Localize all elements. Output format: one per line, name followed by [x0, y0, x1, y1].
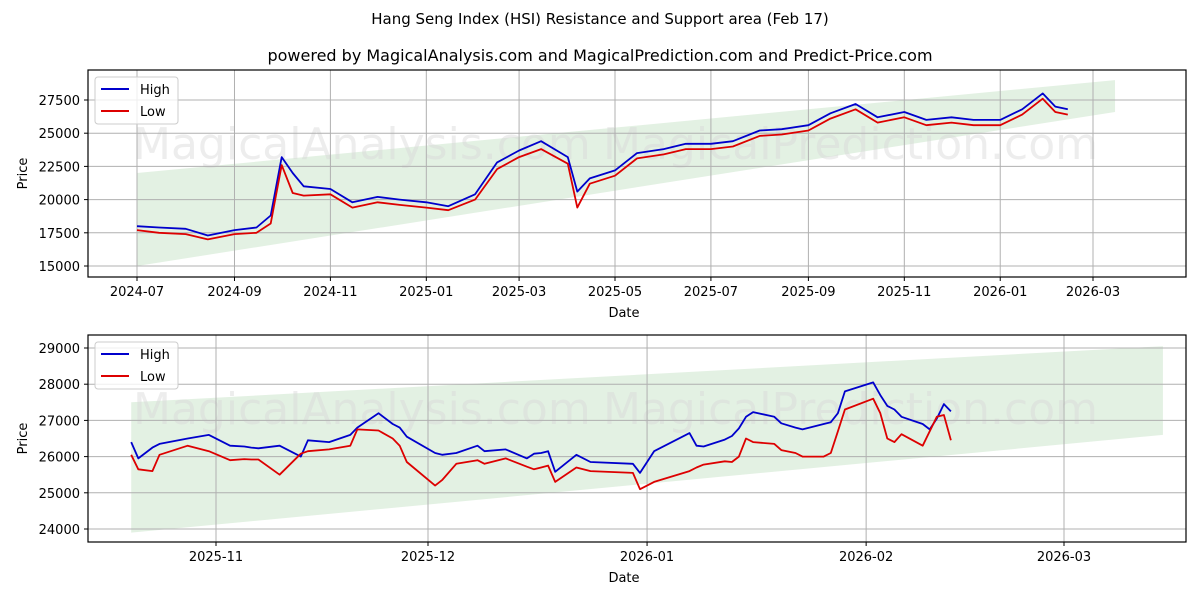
x-tick-label: 2025-01 [399, 285, 453, 300]
legend-label-high: High [140, 348, 170, 363]
x-tick-label: 2025-05 [588, 285, 642, 300]
support-resistance-band [137, 80, 1116, 266]
x-tick-label: 2026-01 [973, 285, 1027, 300]
y-tick-label: 17500 [39, 227, 80, 242]
legend-label-high: High [140, 83, 170, 98]
x-tick-label: 2026-03 [1037, 550, 1091, 565]
watermark: MagicalPrediction.com [603, 119, 1098, 170]
y-tick-label: 27000 [39, 414, 80, 429]
x-tick-label: 2025-07 [684, 285, 738, 300]
x-tick-label: 2025-11 [877, 285, 931, 300]
watermark: MagicalPrediction.com [603, 384, 1098, 435]
y-tick-label: 24000 [39, 523, 80, 538]
legend: High Low [94, 76, 179, 125]
x-tick-label: 2024-07 [110, 285, 164, 300]
y-tick-label: 22500 [39, 160, 80, 175]
y-tick-label: 25000 [39, 487, 80, 502]
x-tick-label: 2025-09 [781, 285, 835, 300]
y-axis-label: Price [16, 158, 31, 190]
axes-frame [87, 334, 1187, 543]
chart-title: Hang Seng Index (HSI) Resistance and Sup… [371, 10, 829, 28]
x-tick-label: 2024-09 [207, 285, 261, 300]
watermark: MagicalAnalysis.com [133, 384, 591, 435]
x-tick-label: 2026-02 [839, 550, 893, 565]
legend-label-low: Low [140, 105, 166, 120]
x-tick-label: 2026-01 [620, 550, 674, 565]
chart-panel-1: MagicalAnalysis.com MagicalPrediction.com… [16, 69, 1187, 321]
x-tick-label: 2024-11 [303, 285, 357, 300]
legend-label-low: Low [140, 370, 166, 385]
series-line-low [130, 397, 952, 491]
x-tick-label: 2025-12 [401, 550, 455, 565]
series-line-low [136, 97, 1068, 241]
y-tick-label: 26000 [39, 451, 80, 466]
series-line-high [130, 381, 952, 474]
x-axis-label: Date [608, 571, 639, 586]
watermark: MagicalAnalysis.com [133, 119, 591, 170]
x-tick-label: 2025-03 [492, 285, 546, 300]
x-tick-label: 2025-11 [189, 550, 243, 565]
chart-subtitle: powered by MagicalAnalysis.com and Magic… [267, 46, 933, 65]
y-tick-label: 29000 [39, 342, 80, 357]
x-tick-label: 2026-03 [1066, 285, 1120, 300]
y-axis-label: Price [16, 423, 31, 455]
y-tick-label: 20000 [39, 194, 80, 209]
y-tick-label: 27500 [39, 94, 80, 109]
y-tick-label: 15000 [39, 260, 80, 275]
y-tick-label: 28000 [39, 378, 80, 393]
series-line-high [136, 92, 1068, 237]
axes-frame [87, 69, 1187, 278]
chart-panel-2: MagicalAnalysis.com MagicalPrediction.com… [16, 334, 1187, 586]
y-tick-label: 25000 [39, 127, 80, 142]
legend: High Low [94, 341, 179, 390]
x-axis-label: Date [608, 306, 639, 321]
